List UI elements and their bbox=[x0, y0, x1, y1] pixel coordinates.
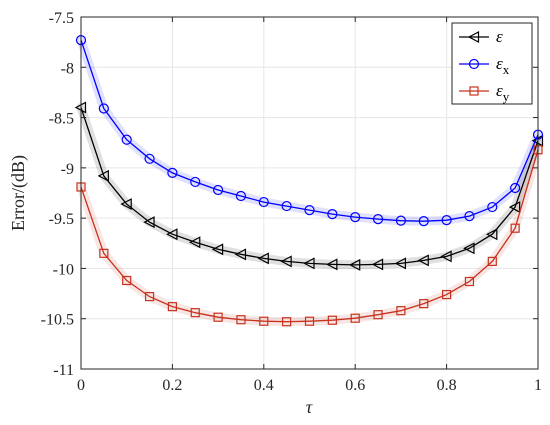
series-2 bbox=[75, 35, 544, 227]
series-3-line bbox=[80, 149, 539, 323]
series-3-point bbox=[213, 312, 223, 322]
series-1-point bbox=[120, 198, 132, 211]
series-3-point bbox=[282, 317, 292, 327]
series-1-point bbox=[303, 257, 315, 270]
x-tick-label: 1 bbox=[534, 377, 542, 394]
series-2-point bbox=[418, 216, 429, 227]
legend-item: ε bbox=[459, 27, 503, 46]
y-axis-label: Error/(dB) bbox=[8, 155, 29, 231]
series-1-point bbox=[463, 242, 475, 255]
y-tick-label: -9.5 bbox=[49, 211, 74, 228]
y-tick-label: -9 bbox=[61, 161, 74, 178]
series-1-point bbox=[348, 258, 361, 271]
series-2-point bbox=[235, 190, 247, 202]
x-tick-label: 0 bbox=[77, 377, 85, 394]
series-2-point bbox=[304, 204, 315, 216]
series-1-point bbox=[188, 236, 201, 249]
series-1-point bbox=[166, 228, 178, 241]
series-1 bbox=[74, 101, 544, 271]
series-3-point bbox=[167, 302, 177, 312]
series-2-point bbox=[372, 214, 384, 225]
series-1-point bbox=[394, 257, 406, 270]
series-3-point bbox=[304, 316, 315, 326]
legend: ε εx εy bbox=[451, 22, 533, 105]
series-1-point bbox=[486, 228, 498, 241]
y-tick-label: -7.5 bbox=[49, 10, 74, 27]
series-3-point bbox=[510, 223, 520, 233]
series-layer bbox=[74, 35, 544, 327]
series-3-point bbox=[464, 276, 475, 287]
series-1-point bbox=[326, 258, 338, 271]
series-3-point bbox=[442, 289, 452, 300]
y-tick-labels: -11 -10.5 -10 -9.5 -9 -8.5 -8 -7.5 bbox=[41, 10, 74, 379]
legend-label: ε bbox=[496, 27, 503, 46]
legend-swatch-marker bbox=[468, 58, 480, 70]
plot-frame bbox=[80, 16, 539, 370]
series-1-glow bbox=[76, 103, 543, 270]
series-3 bbox=[76, 145, 543, 327]
y-tick-label: -10 bbox=[53, 261, 74, 278]
x-tick-label: 0.2 bbox=[162, 377, 182, 394]
series-3-point bbox=[259, 316, 269, 326]
series-3-point bbox=[327, 315, 337, 325]
legend-label: εy bbox=[496, 81, 510, 104]
series-2-point bbox=[98, 103, 109, 114]
series-3-point bbox=[350, 313, 360, 323]
series-1-point bbox=[234, 248, 247, 261]
series-2-line bbox=[80, 39, 539, 222]
series-2-point bbox=[213, 184, 224, 196]
y-tick-label: -10.5 bbox=[41, 312, 74, 329]
series-2-point bbox=[258, 196, 269, 208]
series-3-point bbox=[419, 299, 429, 309]
x-tick-label: 0.8 bbox=[437, 377, 457, 394]
x-tick-labels: 0 0.2 0.4 0.6 0.8 1 bbox=[77, 377, 542, 394]
x-tick-label: 0.6 bbox=[345, 377, 365, 394]
series-3-point bbox=[373, 310, 383, 320]
series-3-point bbox=[99, 248, 109, 258]
series-3-point bbox=[396, 306, 406, 316]
series-2-point bbox=[350, 212, 361, 223]
series-3-point bbox=[122, 275, 132, 286]
series-3-point bbox=[144, 291, 155, 302]
y-tick-label: -11 bbox=[53, 362, 74, 379]
series-1-point bbox=[143, 216, 155, 229]
series-1-point bbox=[417, 254, 429, 267]
series-1-line bbox=[80, 107, 539, 266]
series-1-point bbox=[440, 250, 452, 263]
series-2-point bbox=[121, 134, 132, 145]
series-1-point bbox=[211, 243, 224, 256]
series-2-point bbox=[144, 153, 155, 164]
legend-item: εy bbox=[459, 81, 510, 104]
series-2-point bbox=[441, 215, 452, 226]
legend-label: εx bbox=[496, 54, 510, 77]
x-tick-label: 0.4 bbox=[254, 377, 274, 394]
series-2-point bbox=[281, 200, 292, 212]
series-3-point bbox=[236, 315, 246, 325]
series-2-point bbox=[395, 215, 406, 226]
series-3-point bbox=[190, 308, 200, 318]
series-1-point bbox=[280, 255, 292, 268]
series-1-point bbox=[508, 201, 521, 214]
y-tick-label: -8 bbox=[61, 60, 74, 77]
series-2-point bbox=[464, 211, 475, 222]
x-axis-label: τ bbox=[306, 397, 313, 417]
series-2-point bbox=[510, 182, 521, 194]
legend-swatch-marker bbox=[469, 86, 479, 96]
series-2-point bbox=[487, 201, 498, 213]
legend-item: εx bbox=[459, 54, 510, 77]
series-3-point bbox=[487, 256, 497, 266]
axis-ticks bbox=[80, 16, 539, 370]
y-tick-label: -8.5 bbox=[49, 111, 74, 128]
series-2-point bbox=[167, 167, 178, 178]
series-1-point bbox=[257, 252, 269, 265]
series-2-point bbox=[190, 176, 201, 188]
legend-swatch-marker bbox=[467, 31, 480, 43]
series-1-point bbox=[371, 258, 384, 271]
series-2-point bbox=[327, 209, 338, 220]
series-1-point bbox=[97, 169, 109, 182]
